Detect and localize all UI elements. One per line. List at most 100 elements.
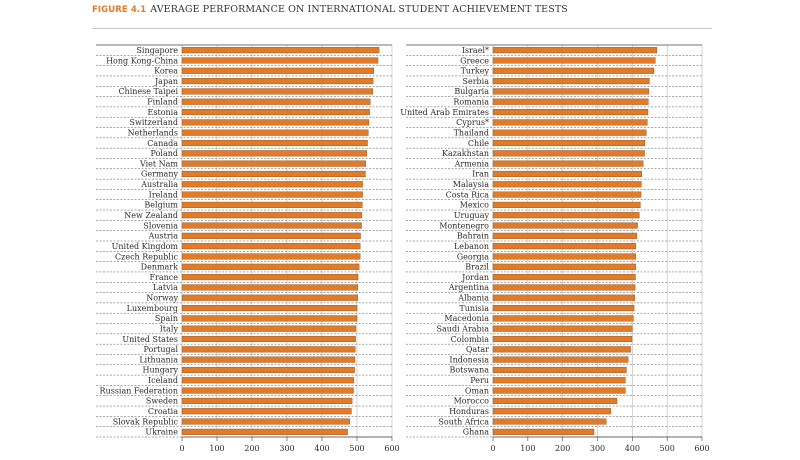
bar: [492, 119, 648, 126]
bar: [181, 139, 368, 147]
category-label: Serbia: [463, 77, 490, 86]
category-label: Brazil: [465, 263, 489, 272]
bar: [181, 428, 348, 435]
category-label: Slovenia: [143, 221, 178, 230]
bar: [181, 377, 355, 384]
category-label: Tunisia: [459, 304, 489, 313]
bar: [181, 98, 371, 105]
category-label: Netherlands: [128, 128, 178, 137]
category-label: Cyprus*: [456, 118, 489, 127]
bar: [492, 57, 656, 64]
bar: [181, 294, 358, 301]
category-label: Honduras: [449, 407, 489, 416]
bar: [492, 397, 618, 404]
category-label: Costa Rica: [446, 190, 490, 199]
category-label: Ireland: [149, 190, 178, 199]
category-label: Sweden: [146, 397, 178, 406]
bar: [181, 387, 354, 394]
category-label: Italy: [160, 324, 179, 333]
bar: [492, 67, 655, 74]
bar: [181, 150, 368, 157]
bar: [181, 47, 380, 54]
bar: [492, 387, 626, 394]
category-label: Hungary: [142, 366, 178, 375]
bar: [492, 408, 611, 415]
category-label: Russian Federation: [100, 386, 178, 395]
x-tick-label: 400: [625, 444, 640, 453]
category-label: Lebanon: [454, 242, 489, 251]
category-label: Israel*: [462, 46, 489, 55]
bar: [492, 222, 638, 229]
category-label: Portugal: [143, 345, 178, 354]
category-label: France: [149, 273, 178, 282]
x-tick-label: 100: [520, 444, 535, 453]
bar: [492, 253, 637, 260]
bar: [181, 119, 370, 126]
category-label: Argentina: [448, 283, 490, 292]
category-label: South Africa: [438, 417, 489, 426]
category-label: Qatar: [466, 345, 489, 354]
title-divider: [92, 28, 712, 29]
category-label: Australia: [140, 180, 178, 189]
bar: [181, 67, 375, 74]
bar: [181, 212, 363, 219]
category-label: Singapore: [136, 46, 178, 55]
bar: [181, 109, 370, 116]
category-label: Mexico: [460, 201, 489, 210]
category-label: Morocco: [454, 397, 490, 406]
category-label: Germany: [141, 170, 178, 179]
category-label: Latvia: [153, 283, 178, 292]
bar: [492, 150, 645, 157]
bar: [181, 222, 362, 229]
bar: [181, 129, 369, 136]
category-label: Oman: [465, 386, 489, 395]
category-label: Czech Republic: [115, 252, 179, 261]
bar: [181, 346, 356, 353]
category-label: New Zealand: [124, 211, 178, 220]
bar: [181, 305, 358, 312]
category-label: Croatia: [148, 407, 178, 416]
category-label: Japan: [154, 77, 178, 86]
x-tick-label: 600: [384, 444, 399, 453]
category-label: Bahrain: [457, 232, 489, 241]
bar: [181, 274, 359, 281]
category-label: Saudi Arabia: [437, 324, 490, 333]
category-label: Switzerland: [130, 118, 178, 127]
category-label: Albania: [457, 294, 489, 303]
bar: [181, 397, 353, 404]
bar: [492, 356, 629, 363]
category-label: Armenia: [454, 159, 490, 168]
category-label: Canada: [147, 139, 178, 148]
x-tick-label: 0: [490, 444, 495, 453]
bar: [492, 263, 637, 270]
category-label: Poland: [151, 149, 178, 158]
x-tick-label: 300: [279, 444, 294, 453]
category-label: Slovak Republic: [113, 417, 179, 426]
bar: [492, 98, 649, 105]
bar: [492, 335, 633, 343]
bar: [492, 315, 634, 322]
category-label: Turkey: [461, 67, 490, 76]
bar: [492, 88, 649, 95]
bar: [492, 47, 657, 54]
category-label: Montenegro: [439, 221, 489, 230]
bar: [181, 232, 361, 239]
bar: [492, 274, 636, 281]
category-label: Viet Nam: [139, 159, 178, 168]
figure-number: FIGURE 4.1: [92, 5, 147, 15]
bar: [181, 335, 356, 343]
category-label: United Arab Emirates: [400, 108, 489, 117]
bar: [492, 78, 650, 85]
bar: [181, 325, 357, 332]
bar: [492, 191, 642, 198]
category-label: Iceland: [148, 376, 178, 385]
category-label: Belgium: [144, 201, 178, 210]
x-tick-label: 300: [590, 444, 605, 453]
bar: [181, 253, 361, 260]
bar: [181, 181, 363, 188]
bar: [492, 305, 635, 312]
bar: [181, 201, 363, 208]
bar: [492, 181, 642, 188]
x-tick-label: 500: [349, 444, 364, 453]
category-label: Ghana: [463, 428, 489, 437]
